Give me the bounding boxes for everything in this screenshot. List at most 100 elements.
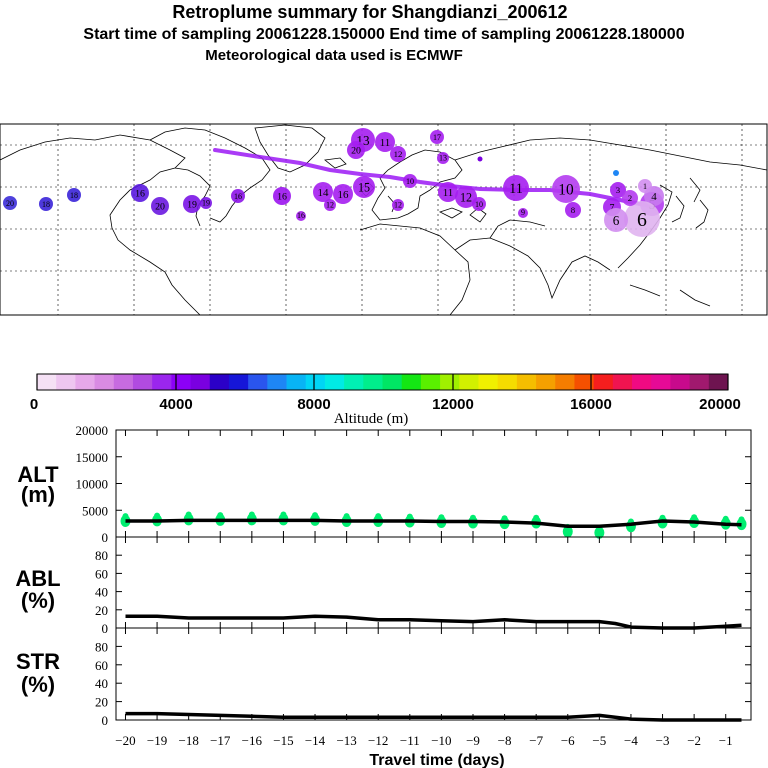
colorbar-swatch xyxy=(440,374,460,390)
xaxis-label: Travel time (days) xyxy=(369,752,504,768)
marker-dot xyxy=(347,141,365,159)
marker-dot xyxy=(403,174,417,188)
panel-ylabel-unit: (m) xyxy=(21,482,55,507)
series-line xyxy=(125,711,742,722)
marker-label: 9 xyxy=(521,208,525,217)
map-marker: 19 xyxy=(183,195,201,213)
panel-ylabel: ALT xyxy=(17,462,59,487)
alt-scatter-point xyxy=(501,515,508,522)
marker-dot xyxy=(296,211,306,221)
retroplume-track xyxy=(213,148,652,208)
x-tick-label: −10 xyxy=(431,733,451,748)
colorbar-swatch xyxy=(37,374,57,390)
alt-scatter-point xyxy=(736,518,747,531)
colorbar-swatch xyxy=(574,374,595,390)
x-tick-label: −19 xyxy=(147,733,167,748)
x-tick-label: −17 xyxy=(210,733,231,748)
map-marker: 20 xyxy=(151,197,169,215)
alt-scatter-point xyxy=(406,513,413,520)
y-tick-label: 60 xyxy=(95,658,108,673)
map-marker: 11 xyxy=(375,132,395,152)
marker-label: 20 xyxy=(351,146,361,157)
panel-alt: 0 5000 10000 15000 20000 ALT(m) xyxy=(17,423,752,545)
x-tick-label: −5 xyxy=(592,733,606,748)
colorbar-swatch xyxy=(536,374,556,390)
colorbar-swatch xyxy=(324,374,345,390)
alt-scatter-point xyxy=(562,525,573,538)
colorbar-swatch xyxy=(132,374,153,390)
map-marker: 12 xyxy=(390,146,406,162)
colorbar-swatch xyxy=(152,374,172,390)
x-tick-label: −15 xyxy=(273,733,293,748)
met-data-note: Meteorological data used is ECMWF xyxy=(205,47,463,64)
marker-label: 2 xyxy=(628,193,632,203)
map-marker: 12 xyxy=(455,186,477,208)
marker-dot xyxy=(455,186,477,208)
y-tick-label: 40 xyxy=(95,676,108,691)
map-marker: 1 xyxy=(638,179,652,193)
panel-str: 0 20 40 60 80 STR(%) xyxy=(16,627,752,728)
map-marker: 12 xyxy=(324,199,336,211)
marker-label: 8 xyxy=(571,205,576,215)
marker-dot xyxy=(604,208,628,232)
marker-label: 15 xyxy=(358,180,370,194)
marker-dot xyxy=(39,197,53,211)
x-tick-label: −6 xyxy=(561,733,575,748)
marker-label: 12 xyxy=(394,149,403,159)
marker-dot xyxy=(333,184,353,204)
y-tick-label: 20 xyxy=(95,603,108,618)
x-tick-label: −3 xyxy=(656,733,670,748)
colorbar-swatch xyxy=(651,374,671,390)
marker-dot xyxy=(353,176,375,198)
marker-dot xyxy=(622,190,638,206)
map-marker: 16 xyxy=(273,187,291,205)
colorbar-tick-label: 12000 xyxy=(432,396,474,413)
map-marker: 8 xyxy=(565,202,581,218)
x-tick-label: −16 xyxy=(242,733,263,748)
map-marker: 18 xyxy=(67,188,81,202)
map-marker: 10 xyxy=(472,197,486,211)
colorbar-swatch xyxy=(516,374,537,390)
y-tick-label: 80 xyxy=(95,639,108,654)
x-tick-label: −8 xyxy=(498,733,512,748)
alt-scatter-point xyxy=(438,514,445,521)
colorbar-swatch xyxy=(171,374,191,390)
alt-scatter-point xyxy=(533,514,540,521)
map-marker: 2 xyxy=(622,190,638,206)
travel-time-axis: Travel time (days) −20 −19 −18 −17 −16 −15 −14… xyxy=(115,733,732,768)
marker-label: 10 xyxy=(558,182,574,199)
x-tick-label: −11 xyxy=(400,733,420,748)
marker-label: 3 xyxy=(616,185,621,195)
alt-scatter-point xyxy=(122,513,129,520)
map-marker: 6 xyxy=(604,208,628,232)
y-tick-label: 80 xyxy=(95,548,108,563)
marker-label: 10 xyxy=(406,177,414,186)
colorbar-tick-label: 8000 xyxy=(297,396,330,413)
colorbar-swatch xyxy=(555,374,575,390)
colorbar-swatch xyxy=(286,374,307,390)
colorbar-tick-label: 20000 xyxy=(699,396,741,413)
map-marker: 3 xyxy=(610,182,626,198)
marker-label: 16 xyxy=(297,211,305,220)
marker-dot xyxy=(565,202,581,218)
marker-dot xyxy=(390,146,406,162)
y-tick-label: 0 xyxy=(102,713,109,728)
alt-scatter-point xyxy=(280,511,287,518)
map-marker: 10 xyxy=(403,174,417,188)
colorbar-ticks: 0 4000 8000 12000 16000 20000 xyxy=(30,374,741,413)
alt-scatter-point xyxy=(594,526,605,539)
x-tick-label: −2 xyxy=(687,733,701,748)
y-tick-label: 0 xyxy=(102,621,109,636)
marker-dot xyxy=(438,182,458,202)
marker-dot xyxy=(375,132,395,152)
marker-label: 16 xyxy=(277,192,287,203)
marker-dot xyxy=(437,152,449,164)
y-tick-label: 0 xyxy=(102,530,109,545)
marker-dot xyxy=(200,197,212,209)
marker-dot xyxy=(324,199,336,211)
altitude-colorbar: 0 4000 8000 12000 16000 20000 Altitude (m) xyxy=(30,373,741,427)
alt-scatter-point xyxy=(659,514,666,521)
